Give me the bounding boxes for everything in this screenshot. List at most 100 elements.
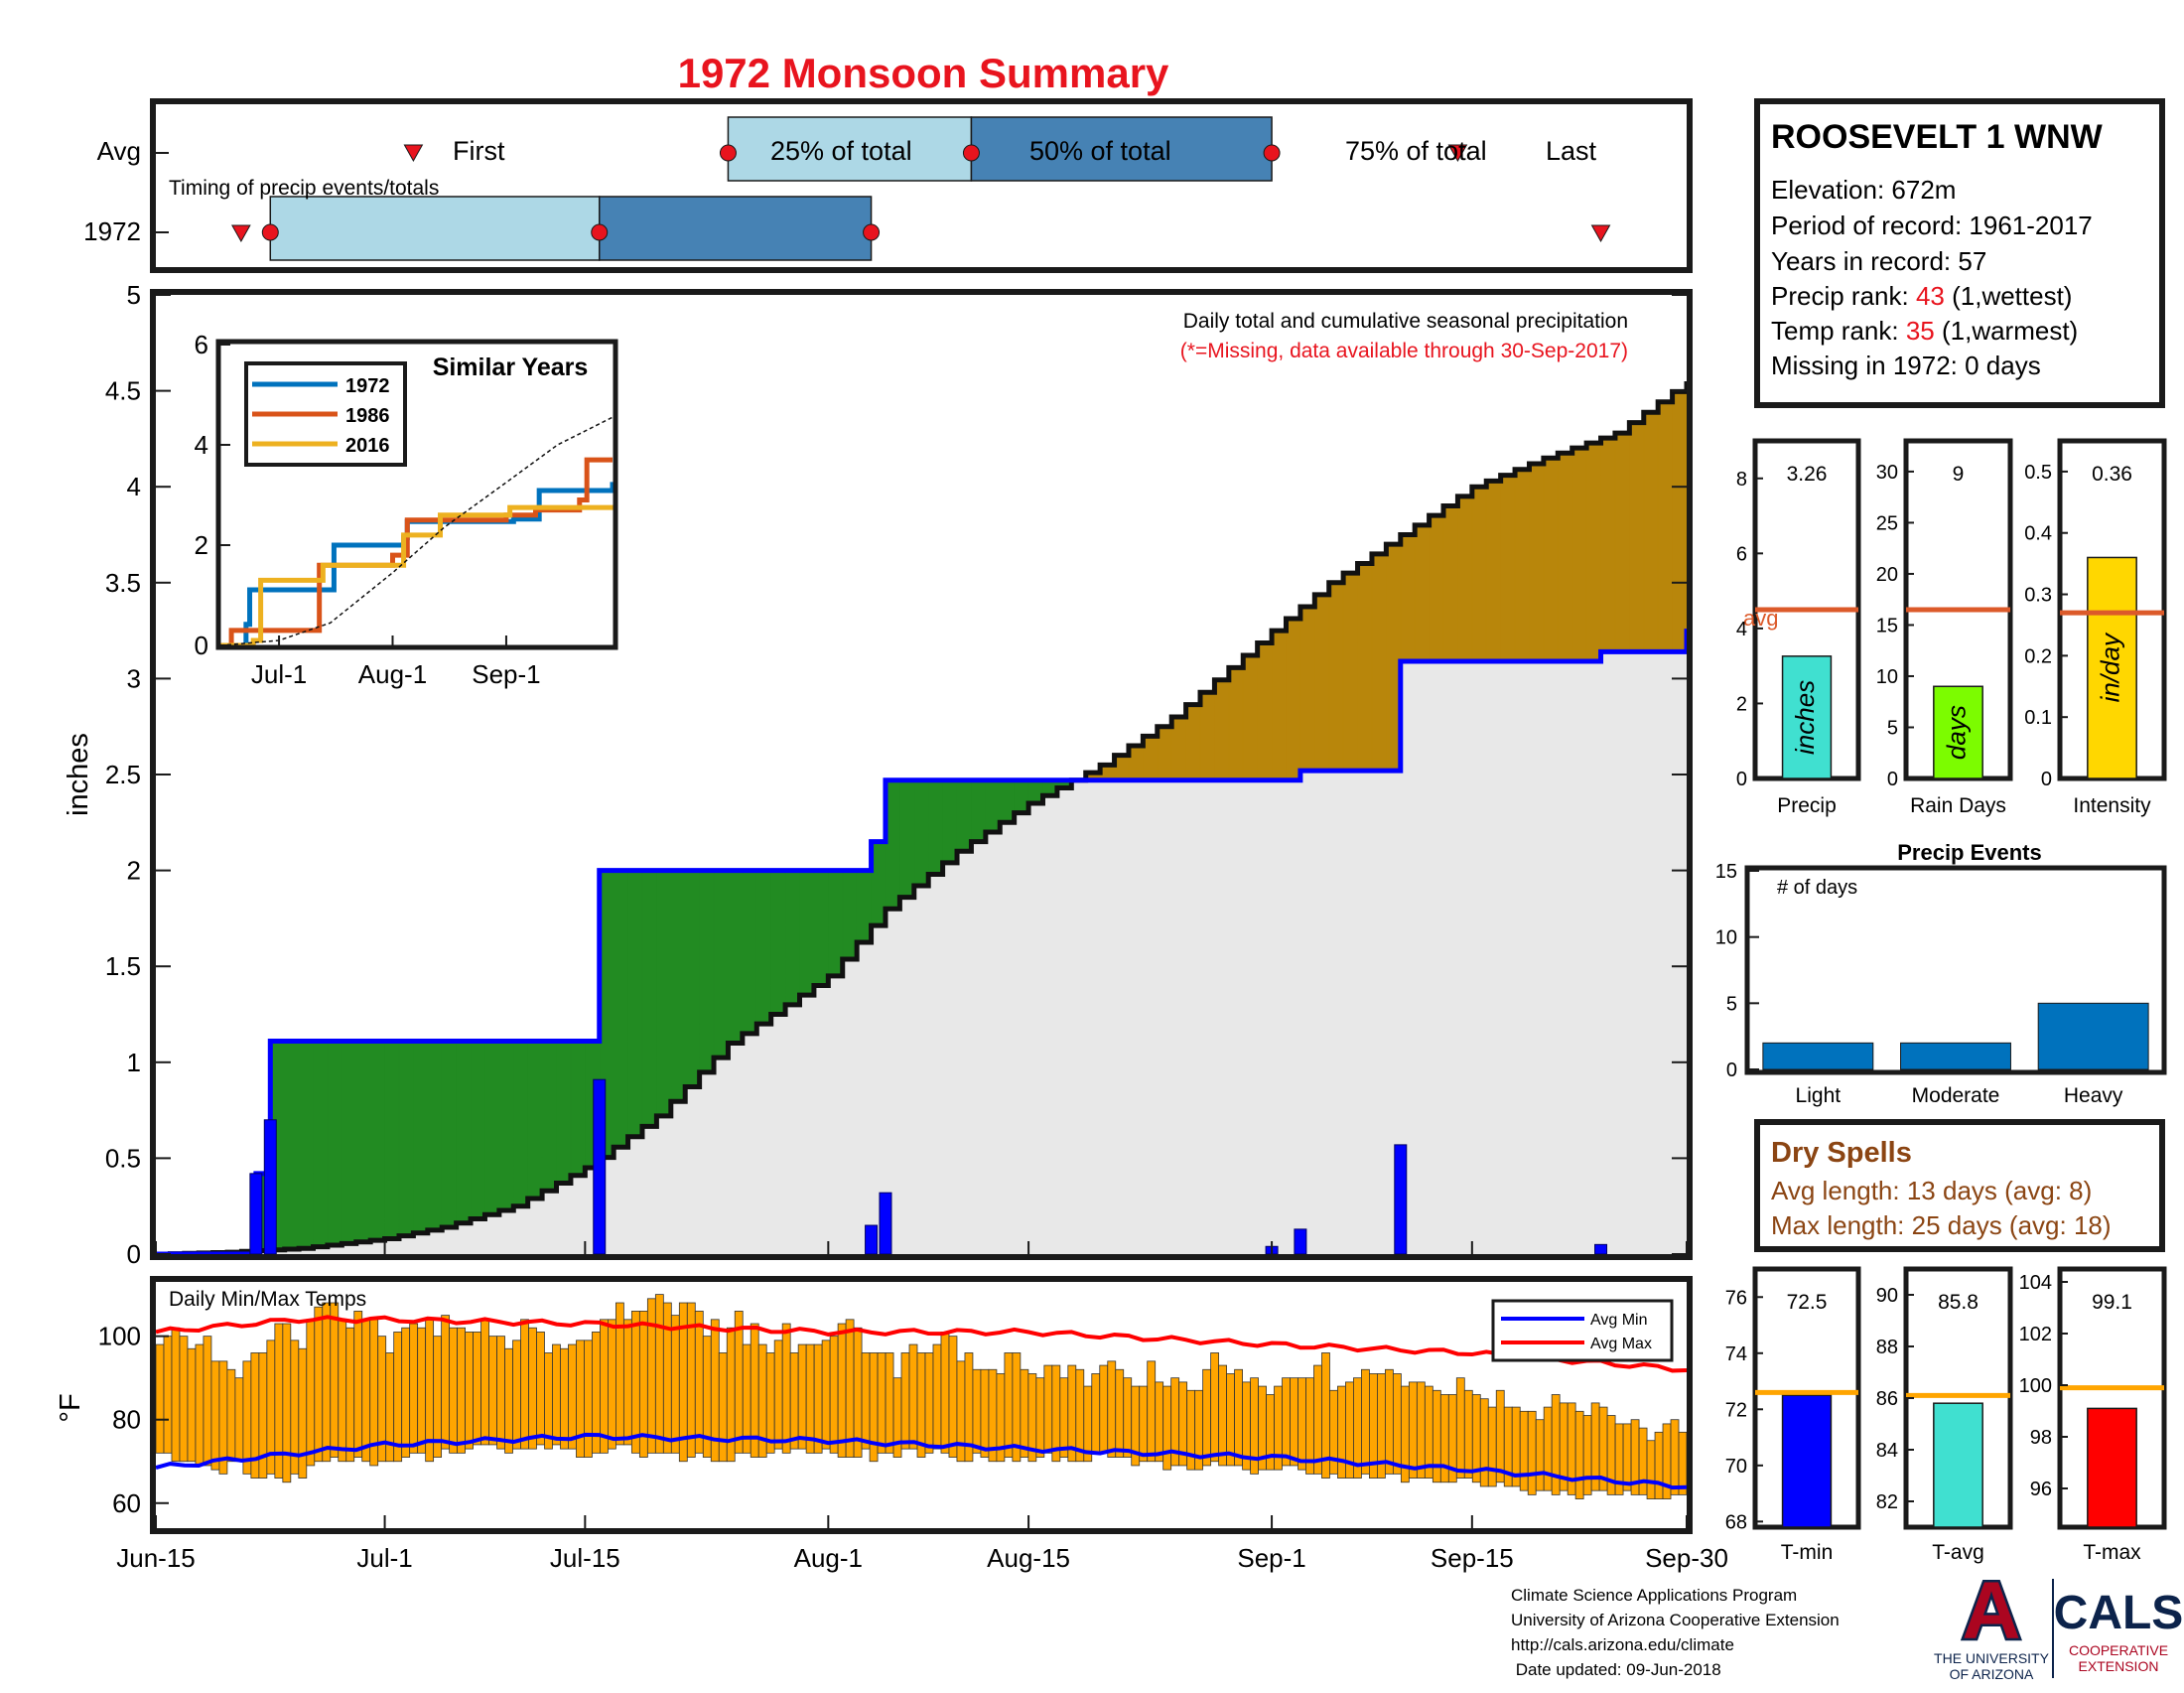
events-y-tick-label: 10 — [1715, 927, 1737, 949]
dry-spells-title: Dry Spells — [1771, 1137, 1912, 1169]
daily-temp-bar — [187, 1347, 197, 1463]
tavg-tick-label: 88 — [1876, 1337, 1898, 1358]
x-tick-label: Aug-1 — [794, 1543, 863, 1573]
intensity-tick-label: 0.3 — [2024, 585, 2052, 607]
raindays-tick-label: 5 — [1887, 717, 1898, 739]
dry-spells-frame — [1754, 1119, 2165, 1252]
timing-year-label: 1972 — [83, 216, 141, 246]
daily-temp-bar — [1646, 1440, 1656, 1499]
intensity-tick-label: 0.5 — [2024, 462, 2052, 484]
daily-temp-bar — [568, 1343, 577, 1450]
daily-temp-bar — [1519, 1410, 1529, 1491]
timing-avg-first-marker — [403, 144, 424, 163]
inset-title: Similar Years — [433, 353, 589, 381]
daily-temp-bar — [155, 1343, 165, 1454]
daily-temp-bar — [1155, 1381, 1164, 1463]
main-y-label: inches — [63, 733, 94, 816]
daily-temp-bar — [765, 1352, 775, 1454]
daily-temp-bar — [330, 1302, 340, 1458]
daily-temp-bar — [528, 1327, 537, 1450]
daily-temp-bar — [821, 1340, 831, 1450]
x-tick-label: Jun-15 — [116, 1543, 196, 1573]
precip-tick-label: 0 — [1736, 769, 1747, 790]
precip-tick-label: 8 — [1736, 469, 1747, 491]
daily-temp-bar — [1218, 1364, 1228, 1467]
temperature-chart: 60 80 100 Daily Min/Max Temps °F Avg Min A… — [55, 1276, 1693, 1534]
daily-temp-bar — [781, 1323, 791, 1454]
precip-tick-label: 2 — [1736, 693, 1747, 715]
raindays-tick-label: 15 — [1876, 615, 1898, 636]
intensity-tick-label: 0.2 — [2024, 645, 2052, 667]
precip-stat-bars: avg 3.26 0 2 4 6 8 Precip inches 9 0 5 10 15 20 25 30 Rai… — [1736, 438, 2167, 817]
daily-temp-bar — [608, 1319, 616, 1450]
inset-x-axis: Jul-1 Aug-1 Sep-1 — [251, 635, 541, 689]
daily-temp-bar — [361, 1319, 371, 1463]
timing-avg-label: Avg — [97, 136, 141, 166]
daily-temp-bar — [662, 1302, 672, 1454]
daily-temp-bar — [226, 1368, 236, 1463]
tmax-bar — [2087, 1407, 2137, 1528]
main-y-tick-label: 1.5 — [105, 951, 141, 981]
tmin-value: 72.5 — [1787, 1291, 1828, 1314]
main-plot-frame — [150, 289, 1693, 1260]
daily-temp-bar — [1432, 1389, 1441, 1483]
main-y-tick-label: 1 — [127, 1048, 141, 1077]
events-title: Precip Events — [1897, 840, 2042, 865]
footer-line3: http://cals.arizona.edu/climate — [1511, 1635, 1734, 1654]
timing-panel-label: Timing of precip events/totals — [169, 177, 439, 200]
daily-temp-bar — [520, 1319, 529, 1450]
x-tick-label: Jul-1 — [356, 1543, 412, 1573]
station-missing: Missing in 1972: 0 days — [1771, 351, 2041, 380]
inset-y-tick-label: 4 — [195, 430, 208, 460]
daily-temp-bar — [718, 1352, 728, 1463]
ua-logo-text2: OF ARIZONA — [1950, 1666, 2034, 1682]
precip-rank-value: 43 — [1916, 281, 1945, 311]
tmax-tick-label: 100 — [2019, 1375, 2052, 1397]
daily-temp-bar — [734, 1311, 744, 1454]
inset-line-2016 — [220, 504, 615, 648]
main-note-line2: (*=Missing, data available through 30-Se… — [1180, 340, 1628, 362]
daily-temp-bar — [584, 1340, 593, 1458]
station-period: Period of record: 1961-2017 — [1771, 211, 2093, 240]
daily-temp-bar — [393, 1332, 403, 1463]
intensity-label: Intensity — [2073, 794, 2151, 817]
daily-precip-bar — [263, 1119, 277, 1255]
daily-temp-bar — [536, 1332, 545, 1446]
daily-precip-bar — [1594, 1243, 1608, 1255]
events-y-label: # of days — [1777, 877, 1857, 899]
daily-temp-bar — [480, 1319, 489, 1446]
inset-avg-line — [219, 416, 614, 646]
timing-year-p75-marker — [863, 223, 881, 241]
daily-temp-bar — [1147, 1360, 1157, 1463]
ua-logo-text1: THE UNIVERSITY — [1934, 1650, 2050, 1666]
inset-y-axis: 0 2 4 6 — [195, 330, 230, 660]
precip-bar — [1781, 655, 1833, 779]
tmin-bar — [1781, 1394, 1833, 1528]
daily-temp-bar — [1139, 1385, 1149, 1463]
daily-temp-bar — [861, 1352, 871, 1450]
inset-x-tick-label: Aug-1 — [358, 659, 427, 689]
daily-temp-bar — [1004, 1352, 1014, 1458]
daily-temp-bar — [242, 1360, 252, 1475]
daily-temp-bar — [1091, 1373, 1101, 1454]
timing-avg-box-50-75 — [970, 116, 1273, 182]
tavg-bar — [1933, 1402, 1983, 1528]
temp-y-tick-label: 100 — [98, 1322, 141, 1351]
daily-temp-bar — [449, 1327, 459, 1454]
daily-temp-bar — [600, 1319, 609, 1454]
daily-temp-bar — [473, 1332, 481, 1446]
station-name: ROOSEVELT 1 WNW — [1771, 118, 2104, 156]
daily-temp-bar — [877, 1352, 887, 1454]
avg-max-line — [155, 1315, 1688, 1373]
dry-spells-box: Dry Spells Avg length: 13 days (avg: 8) … — [1754, 1119, 2165, 1252]
raindays-tick-label: 30 — [1876, 462, 1898, 484]
daily-temp-bar — [940, 1332, 950, 1454]
tavg-tick-label: 90 — [1876, 1285, 1898, 1307]
daily-precip-bar — [593, 1078, 607, 1255]
daily-temp-bar — [179, 1336, 189, 1463]
avg-cumulative-line — [156, 380, 1690, 1257]
temp-y-tick-label: 60 — [112, 1488, 141, 1518]
timing-year-first-marker — [231, 224, 251, 243]
daily-temp-bar — [1297, 1377, 1306, 1471]
